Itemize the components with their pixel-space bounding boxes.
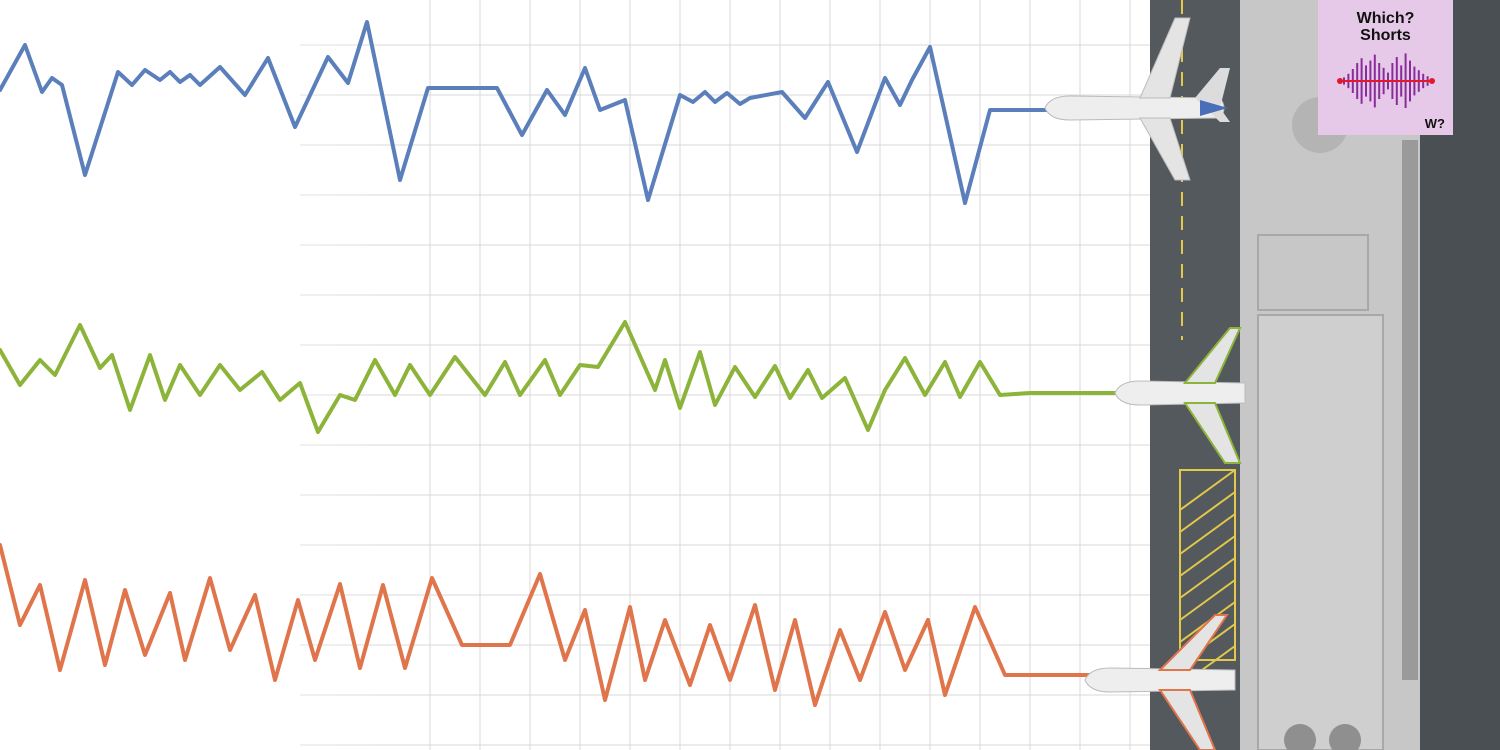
wave-endpoint	[1337, 78, 1343, 84]
hatched-area	[1179, 469, 1236, 687]
hatch-line	[1179, 579, 1236, 621]
hatch-line	[1179, 469, 1236, 511]
which-logo: W?	[1424, 116, 1445, 131]
airplane-icon	[1114, 327, 1246, 464]
orange-waveform	[0, 543, 1097, 707]
airplane-icon	[1044, 17, 1230, 181]
which-shorts-badge: Which? Shorts W?	[1318, 0, 1453, 135]
hatch-line	[1179, 535, 1236, 577]
blue-waveform	[0, 20, 1062, 205]
hatch-line	[1179, 513, 1236, 555]
badge-title: Which? Shorts	[1318, 10, 1453, 44]
hatch-line	[1179, 491, 1236, 533]
airplane-icon	[1084, 614, 1236, 750]
badge-title-line1: Which?	[1356, 10, 1415, 27]
hatch-line	[1179, 557, 1236, 599]
badge-title-line2: Shorts	[1360, 27, 1411, 44]
wave-endpoint	[1429, 78, 1435, 84]
green-waveform	[0, 320, 1127, 434]
soundwave-icon	[1337, 53, 1435, 108]
